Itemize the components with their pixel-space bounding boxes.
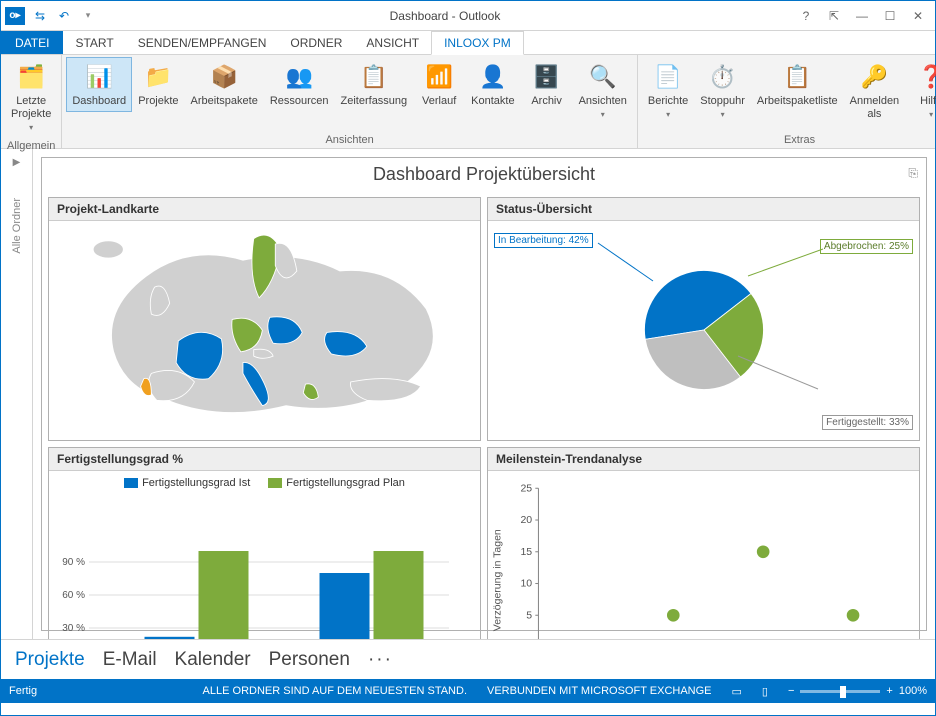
ribbon: 🗂️ LetzteProjekte ▾ Allgemein 📊 Dashboar… <box>1 55 935 149</box>
zeiterfassung-button[interactable]: 📋 Zeiterfassung <box>335 57 414 112</box>
folder-pane-label: Alle Ordner <box>11 198 23 254</box>
dashboard-title: Dashboard Projektübersicht <box>373 164 595 185</box>
legend-plan: Fertigstellungsgrad Plan <box>268 477 405 489</box>
tab-send-receive[interactable]: SENDEN/EMPFANGEN <box>126 31 279 54</box>
legend-ist: Fertigstellungsgrad Ist <box>124 477 250 489</box>
recent-projects-icon: 🗂️ <box>15 61 47 93</box>
svg-text:20: 20 <box>520 514 532 526</box>
svg-text:30 %: 30 % <box>62 623 85 634</box>
pie-label-fertiggestellt: Fertiggestellt: 33% <box>822 415 913 430</box>
ribbon-group-ansichten: 📊 Dashboard 📁 Projekte 📦 Arbeitspakete 👥… <box>62 55 638 148</box>
panel-milestone-title: Meilenstein-Trendanalyse <box>488 448 919 471</box>
title-bar: o▸ ⇆ ↶ ▾ Dashboard - Outlook ? ⇱ ― ☐ ✕ <box>1 1 935 31</box>
verlauf-button[interactable]: 📶 Verlauf <box>413 57 465 112</box>
view-normal-icon[interactable]: ▭ <box>732 685 742 698</box>
panel-milestone: Meilenstein-Trendanalyse Verzögerung in … <box>487 447 920 640</box>
svg-text:10: 10 <box>520 577 532 589</box>
status-folders: ALLE ORDNER SIND AUF DEM NEUESTEN STAND. <box>203 685 467 697</box>
ribbon-options-icon[interactable]: ⇱ <box>821 6 847 26</box>
nav-email[interactable]: E-Mail <box>103 649 157 671</box>
panel-completion: Fertigstellungsgrad % Fertigstellungsgra… <box>48 447 481 640</box>
svg-text:90 %: 90 % <box>62 557 85 568</box>
tab-inloox-pm[interactable]: INLOOX PM <box>431 31 524 55</box>
pie-label-in-bearbeitung: In Bearbeitung: 42% <box>494 233 593 248</box>
minimize-icon[interactable]: ― <box>849 6 875 26</box>
history-icon: 📶 <box>423 61 455 93</box>
svg-text:25: 25 <box>520 482 532 494</box>
contacts-icon: 👤 <box>477 61 509 93</box>
archiv-button[interactable]: 🗄️ Archiv <box>521 57 573 112</box>
login-icon: 🔑 <box>858 61 890 93</box>
navigation-bar: Projekte E-Mail Kalender Personen ··· <box>1 639 935 679</box>
status-connection: VERBUNDEN MIT MICROSOFT EXCHANGE <box>487 685 712 697</box>
ribbon-group-extras: 📄 Berichte▾ ⏱️ Stoppuhr▾ 📋 Arbeitspaketl… <box>638 55 936 148</box>
help-icon[interactable]: ? <box>793 6 819 26</box>
completion-bar-chart: Fertigstellungsgrad Ist Fertigstellungsg… <box>49 471 480 640</box>
archive-icon: 🗄️ <box>531 61 563 93</box>
map-chart <box>49 221 480 440</box>
svg-text:15: 15 <box>520 545 532 557</box>
panel-status: Status-Übersicht In Bearbeitung: 42% Abg… <box>487 197 920 441</box>
export-icon[interactable]: ⎘ <box>908 166 918 181</box>
qat-sendreceive-icon[interactable]: ⇆ <box>31 7 49 25</box>
panel-completion-title: Fertigstellungsgrad % <box>49 448 480 471</box>
milestone-scatter-chart: Verzögerung in Tagen0510152025Release20.… <box>488 471 919 640</box>
svg-text:60 %: 60 % <box>62 590 85 601</box>
ressourcen-button[interactable]: 👥 Ressourcen <box>264 57 335 112</box>
workpackages-icon: 📦 <box>208 61 240 93</box>
letzte-projekte-button[interactable]: 🗂️ LetzteProjekte ▾ <box>5 57 57 138</box>
reports-icon: 📄 <box>652 61 684 93</box>
ansichten-button[interactable]: 🔍 Ansichten▾ <box>573 57 633 125</box>
nav-kalender[interactable]: Kalender <box>175 649 251 671</box>
nav-personen[interactable]: Personen <box>269 649 350 671</box>
ribbon-tabs: DATEI START SENDEN/EMPFANGEN ORDNER ANSI… <box>1 31 935 55</box>
panel-status-title: Status-Übersicht <box>488 198 919 221</box>
close-icon[interactable]: ✕ <box>905 6 931 26</box>
nav-more[interactable]: ··· <box>368 649 393 671</box>
tab-folder[interactable]: ORDNER <box>278 31 354 54</box>
anmelden-button[interactable]: 🔑 Anmeldenals <box>844 57 906 125</box>
pie-label-abgebrochen: Abgebrochen: 25% <box>820 239 913 254</box>
arbeitspakete-button[interactable]: 📦 Arbeitspakete <box>185 57 264 112</box>
panel-map-title: Projekt-Landkarte <box>49 198 480 221</box>
stoppuhr-button[interactable]: ⏱️ Stoppuhr▾ <box>694 57 751 125</box>
views-icon: 🔍 <box>587 61 619 93</box>
status-bar: Fertig ALLE ORDNER SIND AUF DEM NEUESTEN… <box>1 679 935 703</box>
nav-projekte[interactable]: Projekte <box>15 649 85 671</box>
tab-start[interactable]: START <box>63 31 125 54</box>
expand-pane-icon[interactable]: ▶ <box>13 157 21 168</box>
status-pie-chart: In Bearbeitung: 42% Abgebrochen: 25% Fer… <box>488 221 919 440</box>
panel-map: Projekt-Landkarte <box>48 197 481 441</box>
qat-undo-icon[interactable]: ↶ <box>55 7 73 25</box>
qat-customize-icon[interactable]: ▾ <box>79 7 97 25</box>
dashboard-button[interactable]: 📊 Dashboard <box>66 57 132 112</box>
dashboard-card: Dashboard Projektübersicht ⎘ Projekt-Lan… <box>41 157 927 631</box>
zoom-control[interactable]: −+ 100% <box>788 685 927 697</box>
view-reading-icon[interactable]: ▯ <box>762 685 768 698</box>
zoom-value: 100% <box>899 685 927 697</box>
hilfe-button[interactable]: ❓ Hilfe▾ <box>905 57 936 125</box>
tab-view[interactable]: ANSICHT <box>354 31 431 54</box>
timetracking-icon: 📋 <box>358 61 390 93</box>
wp-list-icon: 📋 <box>781 61 813 93</box>
window-title: Dashboard - Outlook <box>97 9 793 23</box>
folder-pane-collapsed[interactable]: ▶ Alle Ordner <box>1 149 33 639</box>
projects-icon: 📁 <box>142 61 174 93</box>
ribbon-group-allgemein: 🗂️ LetzteProjekte ▾ Allgemein <box>1 55 62 148</box>
kontakte-button[interactable]: 👤 Kontakte <box>465 57 520 112</box>
stopwatch-icon: ⏱️ <box>707 61 739 93</box>
arbeitspaketliste-button[interactable]: 📋 Arbeitspaketliste <box>751 57 844 112</box>
tab-file[interactable]: DATEI <box>1 31 63 54</box>
resources-icon: 👥 <box>283 61 315 93</box>
svg-text:Verzögerung in Tagen: Verzögerung in Tagen <box>492 529 504 631</box>
status-left: Fertig <box>9 685 37 697</box>
help-button-icon: ❓ <box>915 61 936 93</box>
projekte-button[interactable]: 📁 Projekte <box>132 57 184 112</box>
dashboard-icon: 📊 <box>83 61 115 93</box>
svg-text:5: 5 <box>526 609 532 621</box>
maximize-icon[interactable]: ☐ <box>877 6 903 26</box>
berichte-button[interactable]: 📄 Berichte▾ <box>642 57 694 125</box>
outlook-icon: o▸ <box>5 7 25 25</box>
